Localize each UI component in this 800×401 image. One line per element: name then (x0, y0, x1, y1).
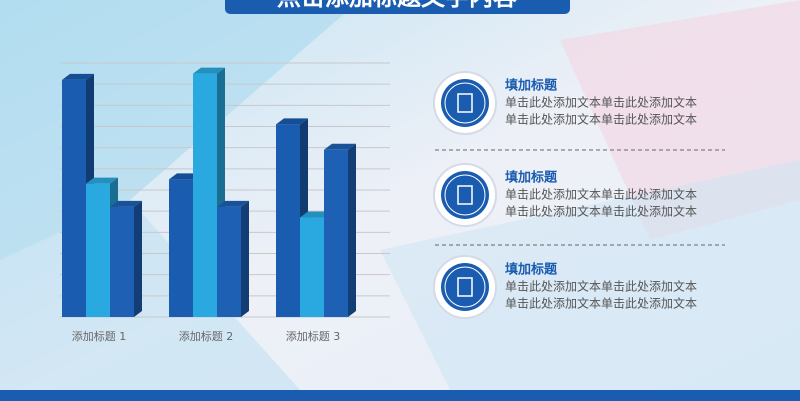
bar (110, 206, 134, 317)
bar (169, 179, 193, 317)
icon-bg (441, 171, 489, 219)
item-text: 单击此处添加文本单击此处添加文本 (505, 296, 697, 311)
bar (193, 73, 217, 317)
bar-top (193, 67, 225, 74)
bar-top (324, 143, 356, 150)
icon-bg (441, 79, 489, 127)
item-text: 单击此处添加文本单击此处添加文本 (505, 204, 697, 219)
title-box (225, 0, 570, 14)
icon-inner (444, 82, 486, 124)
item-text: 单击此处添加文本单击此处添加文本 (505, 187, 697, 202)
icon-inner (444, 174, 486, 216)
bar (300, 217, 324, 317)
item-title: 填加标题 (505, 262, 558, 278)
item-text: 单击此处添加文本单击此处添加文本 (505, 95, 697, 110)
bar-side (134, 200, 142, 317)
icon-glyph (457, 277, 473, 297)
icon-bg (441, 263, 489, 311)
bar (86, 183, 110, 317)
footer-bar (0, 390, 800, 401)
x-tick-label: 添加标题 3 (286, 329, 341, 343)
bar-top (110, 200, 142, 207)
bar-top (217, 200, 249, 207)
bar (62, 79, 86, 317)
item-title: 填加标题 (505, 78, 558, 94)
item-text: 单击此处添加文本单击此处添加文本 (505, 279, 697, 294)
bar-top (62, 73, 94, 80)
bar (324, 149, 348, 317)
bar (217, 206, 241, 317)
x-tick-label: 添加标题 1 (72, 329, 127, 343)
bar-side (348, 143, 356, 317)
bar (276, 124, 300, 317)
x-tick-label: 添加标题 2 (179, 329, 234, 343)
icon-glyph (457, 185, 473, 205)
bar-side (241, 200, 249, 317)
bar-top (276, 118, 308, 125)
bg-shape (380, 160, 800, 390)
icons (433, 71, 497, 319)
item-text: 单击此处添加文本单击此处添加文本 (505, 112, 697, 127)
icon-inner (444, 266, 486, 308)
title: 点击添加标题文字内容 (277, 0, 517, 11)
icon-glyph (457, 93, 473, 113)
bar-top (86, 177, 118, 184)
item-title: 填加标题 (505, 170, 558, 186)
